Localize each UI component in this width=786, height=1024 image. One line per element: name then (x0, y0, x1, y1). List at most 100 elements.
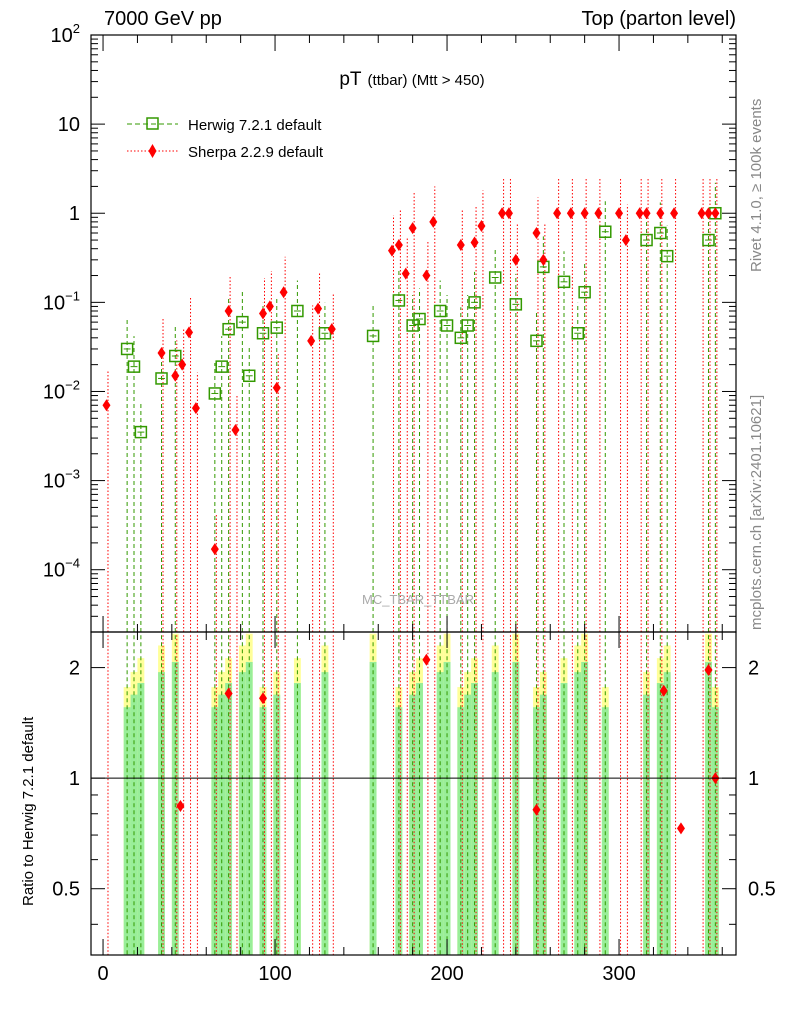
error-bars (107, 177, 718, 955)
band-green (259, 707, 267, 955)
sherpa-point (711, 207, 720, 220)
y-tick-label: 10−4 (43, 556, 80, 582)
band-green (601, 707, 609, 955)
band-green (512, 661, 520, 955)
band-green (705, 661, 712, 955)
sherpa-point (314, 302, 323, 315)
y-tick-label: 102 (51, 21, 80, 47)
band-green (533, 707, 540, 955)
legend: Herwig 7.2.1 default Sherpa 2.2.9 defaul… (127, 117, 324, 161)
herwig-point (571, 327, 585, 340)
sherpa-point (704, 207, 713, 220)
sherpa-point (157, 347, 166, 360)
sherpa-point (272, 381, 281, 394)
herwig-point (318, 327, 332, 340)
y-tick-label: 10 (58, 114, 80, 136)
sherpa-point (429, 215, 438, 228)
sherpa-point (231, 423, 240, 436)
watermark: MC_TBAR_TTBAR (362, 592, 474, 607)
header-left: 7000 GeV pp (104, 8, 222, 30)
herwig-point (509, 298, 523, 311)
sherpa-point (327, 323, 336, 336)
sherpa-point (642, 207, 651, 220)
x-tick-label: 200 (430, 963, 463, 985)
y-tick-label: 10−1 (43, 288, 80, 314)
sherpa-point (401, 267, 410, 280)
herwig-point (215, 360, 228, 373)
sherpa-ratio-point (176, 799, 185, 812)
x-tick-label: 100 (258, 963, 291, 985)
herwig-point (440, 319, 454, 332)
sherpa-point (498, 207, 507, 220)
ratio-ylabel: Ratio to Herwig 7.2.1 default (20, 716, 37, 906)
sherpa-point (178, 358, 187, 371)
sherpa-point (656, 207, 665, 220)
herwig-point (530, 334, 543, 348)
x-tick-label: 0 (97, 963, 108, 985)
herwig-point (127, 360, 141, 373)
axes: 10−4 10−3 10−2 10−1 1 10 102 0.5 0.5 1 1 2 2 0 100 200 3… (43, 21, 776, 985)
herwig-point (120, 342, 134, 356)
legend-herwig-label: Herwig 7.2.1 default (188, 117, 322, 134)
sherpa-point (265, 300, 274, 313)
sherpa-point (511, 253, 520, 266)
sherpa-point (532, 227, 541, 240)
sherpa-point (224, 304, 233, 317)
herwig-point (222, 322, 235, 336)
mcplots-label: mcplots.cern.ch [arXiv:2401.10621] (748, 394, 765, 630)
sherpa-point (422, 269, 431, 282)
sherpa-ratio-point (224, 687, 233, 700)
sherpa-point (388, 244, 396, 257)
herwig-point (599, 225, 612, 238)
herwig-point (406, 319, 419, 332)
y-tick-label: 10−2 (43, 377, 80, 403)
herwig-point (291, 304, 304, 318)
band-green (711, 707, 719, 955)
x-tick-label: 300 (602, 963, 635, 985)
herwig-point (660, 249, 674, 263)
legend-herwig-marker (146, 117, 159, 130)
ratio-y-tick-label-right: 1 (748, 768, 759, 790)
ratio-y-tick-label-left: 2 (69, 658, 80, 680)
herwig-point (413, 312, 426, 326)
herwig-point (208, 387, 222, 400)
data-markers (102, 206, 722, 835)
plot-title-main: pT (339, 69, 362, 90)
ratio-y-tick-label-right: 2 (748, 658, 759, 680)
sherpa-point (185, 326, 194, 339)
band-green (171, 661, 179, 955)
sherpa-ratio-point (676, 822, 685, 835)
herwig-point (433, 304, 447, 318)
legend-sherpa-marker (148, 144, 157, 158)
herwig-point (654, 226, 667, 240)
band-green (211, 707, 219, 955)
sherpa-ratio-point (422, 653, 431, 666)
herwig-point (702, 233, 715, 247)
herwig-point (134, 425, 148, 439)
herwig-point (578, 285, 591, 299)
legend-sherpa-label: Sherpa 2.2.9 default (188, 144, 324, 161)
sherpa-point (635, 207, 644, 220)
herwig-point (488, 271, 502, 284)
sherpa-ratio-point (704, 664, 713, 677)
band-green (245, 661, 253, 955)
ratio-y-tick-label-right: 0.5 (748, 879, 776, 901)
band-green (581, 661, 589, 955)
sherpa-ratio-point (259, 692, 267, 705)
sherpa-ratio-point (532, 803, 541, 816)
sherpa-point (566, 207, 575, 220)
sherpa-point (477, 219, 486, 232)
herwig-point (461, 319, 474, 332)
sherpa-point (394, 239, 403, 252)
ratio-bands (123, 633, 719, 955)
sherpa-point (470, 236, 479, 249)
ratio-y-tick-label-left: 1 (69, 768, 80, 790)
herwig-point (640, 233, 653, 247)
band-green (369, 661, 377, 955)
sherpa-point (171, 369, 180, 382)
herwig-point (236, 315, 249, 329)
rivet-version-label: Rivet 4.1.0, ≥ 100k events (748, 98, 765, 272)
ratio-frame (90, 631, 737, 956)
band-green (123, 707, 131, 955)
